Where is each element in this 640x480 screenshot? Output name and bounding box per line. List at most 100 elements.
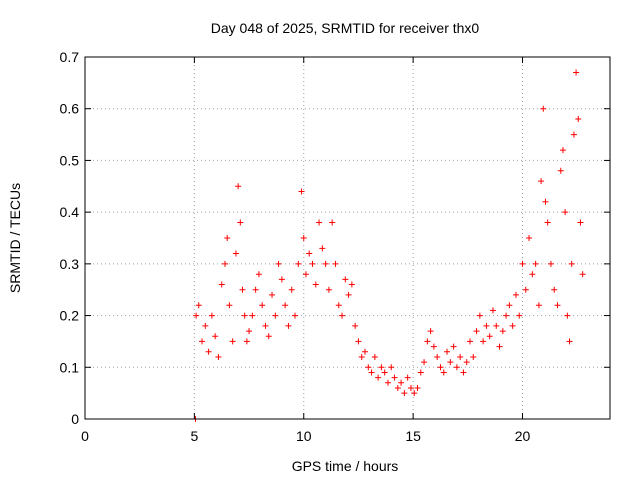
data-point	[575, 116, 582, 123]
data-point	[551, 286, 558, 293]
data-point	[212, 333, 219, 340]
data-point	[193, 312, 200, 319]
data-point	[275, 260, 282, 267]
data-point	[322, 260, 329, 267]
data-point	[339, 312, 346, 319]
data-point	[342, 276, 349, 283]
data-point	[573, 69, 580, 76]
data-point	[335, 302, 342, 309]
data-point	[401, 390, 408, 397]
data-point	[246, 328, 253, 335]
data-point	[398, 379, 405, 386]
data-point	[306, 250, 313, 257]
data-point	[259, 302, 266, 309]
data-point	[312, 281, 319, 288]
data-point	[421, 359, 428, 366]
x-tick-label: 10	[296, 428, 312, 444]
data-point	[365, 364, 372, 371]
data-point	[564, 312, 571, 319]
data-point	[450, 343, 457, 350]
data-point	[538, 178, 545, 185]
data-point	[516, 312, 523, 319]
data-point	[332, 260, 339, 267]
data-point	[568, 260, 575, 267]
data-point	[453, 364, 460, 371]
data-point	[493, 322, 500, 329]
data-point	[288, 286, 295, 293]
data-point	[232, 250, 239, 257]
y-tick-label: 0.2	[60, 308, 80, 324]
x-tick-label: 5	[190, 428, 198, 444]
data-point	[579, 271, 586, 278]
data-point	[316, 219, 323, 226]
data-point	[202, 322, 209, 329]
data-point	[239, 286, 246, 293]
data-point	[391, 374, 398, 381]
y-axis-title: SRMTID / TECUs	[7, 183, 23, 293]
data-point	[278, 276, 285, 283]
data-point	[467, 338, 473, 345]
data-point	[470, 353, 477, 360]
data-point	[285, 322, 292, 329]
data-point	[282, 302, 289, 309]
data-point	[519, 260, 526, 267]
chart-title: Day 048 of 2025, SRMTID for receiver thx…	[211, 20, 480, 36]
data-point	[522, 286, 529, 293]
data-point	[243, 338, 250, 345]
y-tick-label: 0.7	[60, 49, 80, 65]
data-point	[570, 131, 577, 138]
y-tick-label: 0.1	[60, 359, 80, 375]
data-point	[509, 322, 516, 329]
data-point	[417, 369, 424, 376]
data-point	[529, 271, 536, 278]
data-point	[265, 333, 272, 340]
data-point	[414, 384, 421, 391]
data-point	[292, 312, 298, 319]
data-point	[329, 219, 336, 226]
data-point	[325, 286, 332, 293]
data-point	[427, 328, 434, 335]
data-point	[229, 338, 236, 345]
data-point	[255, 271, 262, 278]
data-point	[300, 235, 307, 241]
data-point	[215, 353, 222, 360]
data-point	[463, 359, 470, 366]
data-point	[577, 219, 584, 226]
data-point	[496, 343, 503, 350]
data-point	[222, 260, 228, 267]
data-point	[544, 219, 551, 226]
data-point	[489, 307, 496, 314]
x-tick-label: 20	[515, 428, 531, 444]
data-point	[394, 384, 401, 391]
data-point	[486, 333, 493, 340]
data-point	[407, 384, 414, 391]
data-point	[535, 302, 542, 309]
data-point	[526, 235, 533, 241]
data-point	[554, 302, 561, 309]
data-point	[345, 291, 352, 298]
data-point	[348, 281, 355, 288]
data-point	[424, 338, 431, 345]
data-point	[241, 312, 248, 319]
tick-labels: 0 0.1 0.2 0.3 0.4 0.5 0.6 0.7 0 5 10 15 20	[60, 49, 531, 444]
y-tick-label: 0.6	[60, 101, 80, 117]
data-point	[218, 281, 225, 288]
data-point	[362, 348, 368, 355]
data-point	[272, 312, 279, 319]
data-point	[381, 369, 388, 376]
data-point	[371, 353, 378, 360]
data-point	[566, 338, 573, 345]
data-point	[378, 364, 385, 371]
data-point	[557, 167, 564, 174]
data-point	[447, 359, 454, 366]
data-point	[388, 364, 395, 371]
data-point	[358, 353, 365, 360]
data-point	[224, 235, 231, 241]
data-point	[252, 286, 259, 293]
data-point	[262, 322, 269, 329]
data-point	[226, 302, 233, 309]
x-tick-label: 0	[81, 428, 89, 444]
data-point	[506, 302, 513, 309]
data-point	[208, 312, 215, 319]
